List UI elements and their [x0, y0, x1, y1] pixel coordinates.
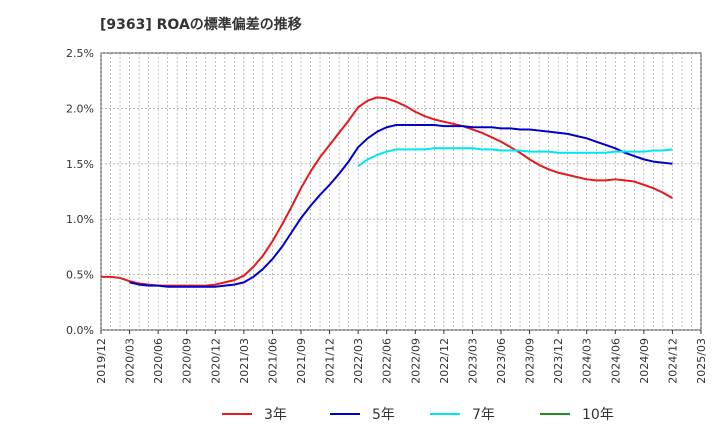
y-tick-label: 0.5%: [66, 269, 94, 282]
y-tick-label: 1.5%: [66, 158, 94, 171]
x-tick-label: 2022/09: [409, 338, 422, 384]
x-tick-label: 2022/12: [438, 338, 451, 384]
plot-border: [100, 52, 702, 331]
x-tick-label: 2023/12: [552, 338, 565, 384]
x-tick-label: 2024/12: [666, 338, 679, 384]
x-tick-label: 2020/12: [209, 338, 222, 384]
legend: 3年 5年 7年 10年: [222, 407, 614, 423]
x-tick-label: 2022/06: [381, 338, 394, 384]
legend-label: 7年: [472, 407, 495, 423]
x-tick-label: 2024/03: [581, 338, 594, 384]
y-tick-label: 2.5%: [66, 47, 94, 60]
y-tick-label: 1.0%: [66, 213, 94, 226]
series-line: [129, 124, 673, 288]
x-tick-label: 2023/09: [524, 338, 537, 384]
plot-frame: [100, 52, 702, 331]
x-tick-label: 2023/03: [466, 338, 479, 384]
x-tick-label: 2024/09: [638, 338, 651, 384]
x-tick-label: 2023/06: [495, 338, 508, 384]
x-tick-label: 2020/09: [181, 338, 194, 384]
x-tick-label: 2022/03: [352, 338, 365, 384]
series-line: [357, 147, 673, 167]
x-axis-ticks: 2019/12 2020/03 2020/06 2020/09 2020/12 2021/…: [95, 330, 708, 384]
x-tick-label: 2020/06: [152, 338, 165, 384]
y-tick-label: 2.0%: [66, 102, 94, 115]
legend-label: 5年: [372, 407, 395, 423]
y-tick-label: 0.0%: [66, 324, 94, 337]
x-tick-label: 2021/03: [238, 338, 251, 384]
series-line: [101, 96, 673, 287]
horizontal-gridlines: [101, 52, 701, 331]
y-axis-ticks: 0.0% 0.5% 1.0% 1.5% 2.0% 2.5%: [66, 47, 94, 337]
x-tick-label: 2019/12: [95, 338, 108, 384]
x-tick-label: 2021/06: [266, 338, 279, 384]
x-tick-label: 2020/03: [124, 338, 137, 384]
legend-label: 10年: [582, 407, 614, 423]
vertical-gridlines: [100, 53, 702, 330]
legend-label: 3年: [264, 407, 287, 423]
x-tick-label: 2025/03: [695, 338, 708, 384]
series-lines: [101, 96, 673, 288]
x-tick-label: 2024/06: [609, 338, 622, 384]
chart-title: [9363] ROAの標準偏差の推移: [100, 17, 302, 33]
x-tick-label: 2021/09: [295, 338, 308, 384]
x-tick-label: 2021/12: [324, 338, 337, 384]
